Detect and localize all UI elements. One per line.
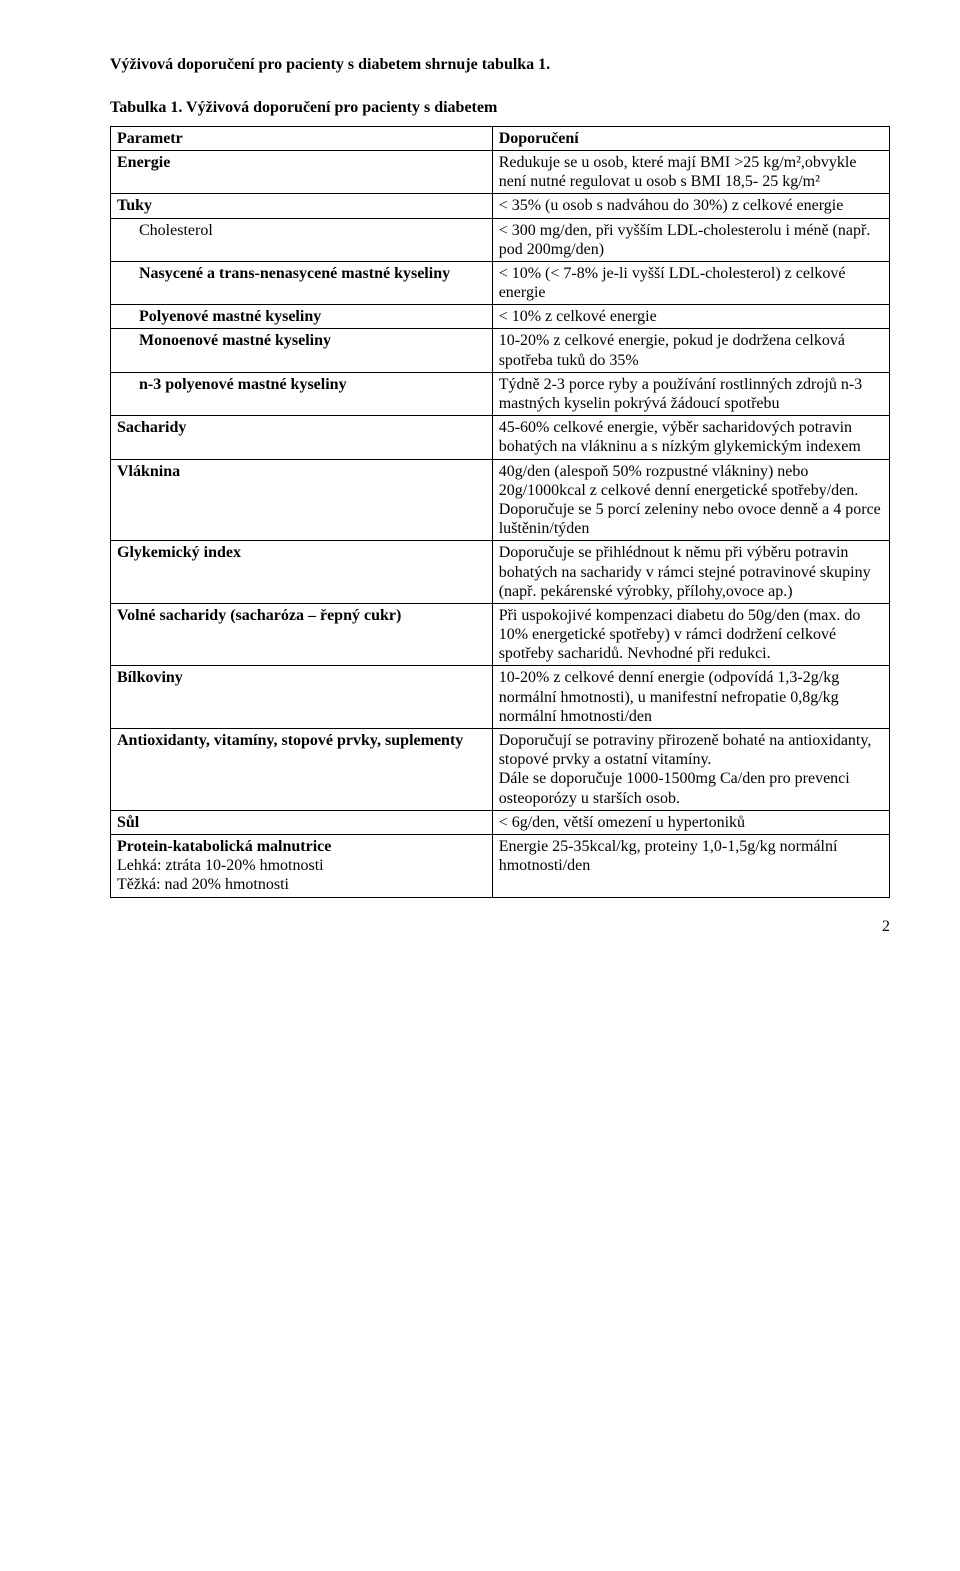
pkm-bold: Protein-katabolická malnutrice — [117, 838, 331, 855]
table-row: Vláknina 40g/den (alespoň 50% rozpustné … — [111, 459, 890, 541]
header-param: Parametr — [111, 126, 493, 150]
table-row: Glykemický index Doporučuje se přihlédno… — [111, 541, 890, 604]
rec-cell: Doporučují se potraviny přirozeně bohaté… — [492, 729, 889, 811]
recommendations-table: Parametr Doporučení Energie Redukuje se … — [110, 126, 890, 898]
page-number: 2 — [110, 918, 890, 937]
table-caption: Tabulka 1. Výživová doporučení pro pacie… — [110, 99, 890, 118]
table-row: Sacharidy 45-60% celkové energie, výběr … — [111, 416, 890, 459]
param-cell: Vláknina — [111, 459, 493, 541]
param-cell: Volné sacharidy (sacharóza – řepný cukr) — [111, 603, 493, 666]
param-cell: Polyenové mastné kyseliny — [111, 305, 493, 329]
rec-cell: < 35% (u osob s nadváhou do 30%) z celko… — [492, 194, 889, 218]
rec-cell: < 10% (< 7-8% je-li vyšší LDL-cholestero… — [492, 261, 889, 304]
rec-cell: 10-20% z celkové denní energie (odpovídá… — [492, 666, 889, 729]
table-row: Tuky < 35% (u osob s nadváhou do 30%) z … — [111, 194, 890, 218]
rec-cell: < 10% z celkové energie — [492, 305, 889, 329]
table-row: Energie Redukuje se u osob, které mají B… — [111, 150, 890, 193]
rec-cell: Týdně 2-3 porce ryby a používání rostlin… — [492, 372, 889, 415]
table-row: Antioxidanty, vitamíny, stopové prvky, s… — [111, 729, 890, 811]
param-cell: Energie — [111, 150, 493, 193]
table-row: Monoenové mastné kyseliny 10-20% z celko… — [111, 329, 890, 372]
param-cell: Cholesterol — [111, 218, 493, 261]
table-row: Volné sacharidy (sacharóza – řepný cukr)… — [111, 603, 890, 666]
table-row: Bílkoviny 10-20% z celkové denní energie… — [111, 666, 890, 729]
table-row: Sůl < 6g/den, větší omezení u hypertonik… — [111, 810, 890, 834]
table-row: Cholesterol < 300 mg/den, při vyšším LDL… — [111, 218, 890, 261]
param-cell: Nasycené a trans-nenasycené mastné kysel… — [111, 261, 493, 304]
rec-cell: 10-20% z celkové energie, pokud je dodrž… — [492, 329, 889, 372]
rec-cell: < 6g/den, větší omezení u hypertoniků — [492, 810, 889, 834]
intro-text: Výživová doporučení pro pacienty s diabe… — [110, 56, 890, 75]
param-cell: n-3 polyenové mastné kyseliny — [111, 372, 493, 415]
param-cell: Antioxidanty, vitamíny, stopové prvky, s… — [111, 729, 493, 811]
param-cell: Glykemický index — [111, 541, 493, 604]
table-row: Polyenové mastné kyseliny < 10% z celkov… — [111, 305, 890, 329]
param-cell: Tuky — [111, 194, 493, 218]
param-cell: Sůl — [111, 810, 493, 834]
rec-cell: < 300 mg/den, při vyšším LDL-cholesterol… — [492, 218, 889, 261]
table-row: Nasycené a trans-nenasycené mastné kysel… — [111, 261, 890, 304]
table-row: n-3 polyenové mastné kyseliny Týdně 2-3 … — [111, 372, 890, 415]
param-cell: Protein-katabolická malnutrice Lehká: zt… — [111, 834, 493, 897]
rec-cell: 45-60% celkové energie, výběr sacharidov… — [492, 416, 889, 459]
table-row: Protein-katabolická malnutrice Lehká: zt… — [111, 834, 890, 897]
rec-cell: Redukuje se u osob, které mají BMI >25 k… — [492, 150, 889, 193]
rec-cell: Při uspokojivé kompenzaci diabetu do 50g… — [492, 603, 889, 666]
pkm-rest: Lehká: ztráta 10-20% hmotnosti Těžká: na… — [117, 857, 324, 893]
header-rec: Doporučení — [492, 126, 889, 150]
table-header-row: Parametr Doporučení — [111, 126, 890, 150]
param-cell: Bílkoviny — [111, 666, 493, 729]
param-cell: Monoenové mastné kyseliny — [111, 329, 493, 372]
rec-cell: 40g/den (alespoň 50% rozpustné vlákniny)… — [492, 459, 889, 541]
rec-cell: Energie 25-35kcal/kg, proteiny 1,0-1,5g/… — [492, 834, 889, 897]
rec-cell: Doporučuje se přihlédnout k němu při výb… — [492, 541, 889, 604]
param-cell: Sacharidy — [111, 416, 493, 459]
